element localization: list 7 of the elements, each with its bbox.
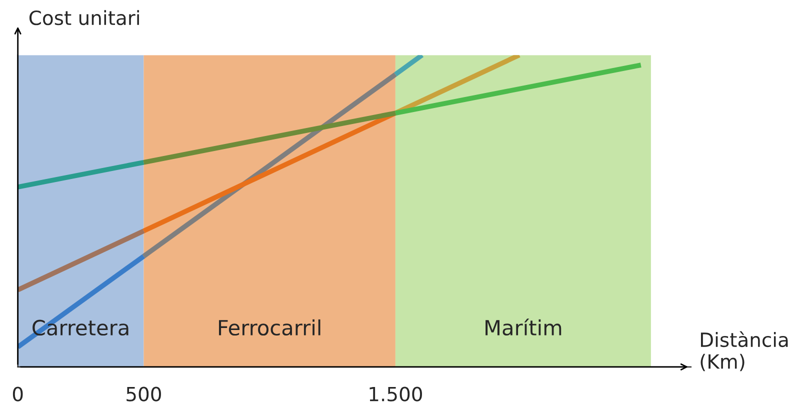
band-label: Ferrocarril <box>218 319 320 336</box>
y-axis-title: Cost unitari <box>29 10 139 26</box>
x-tick-label: 500 <box>126 386 161 402</box>
x-tick-label: 1.500 <box>370 386 422 402</box>
x-axis-title: Distància (Km) <box>700 331 788 372</box>
band-label: Marítim <box>486 318 562 336</box>
x-tick-label: 0 <box>12 386 23 402</box>
